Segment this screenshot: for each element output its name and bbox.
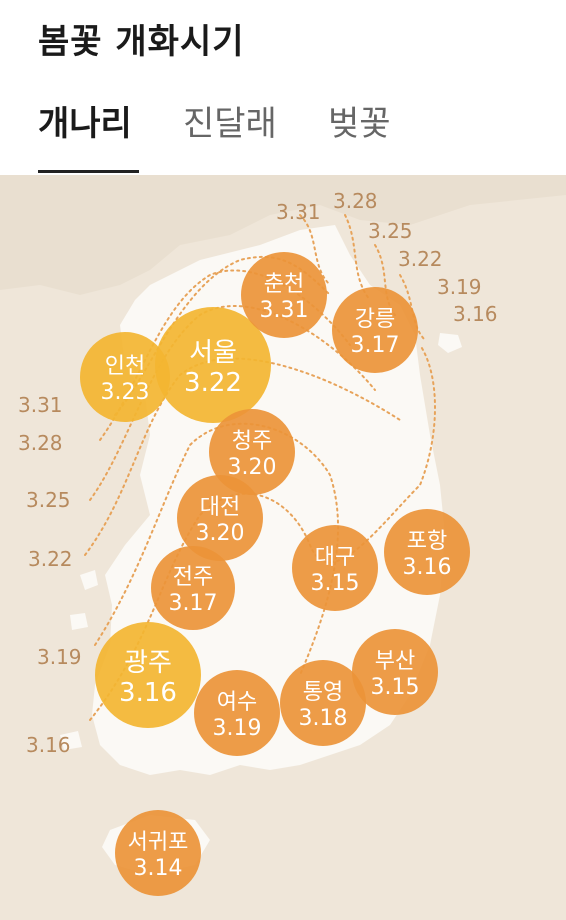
isoline-label: 3.22 [28, 547, 73, 571]
city-bubble [209, 409, 295, 495]
city-bubble [352, 629, 438, 715]
city-bubble [194, 670, 280, 756]
isoline-label: 3.28 [333, 189, 378, 213]
bloom-map: 3.31 3.28 3.25 3.22 3.19 3.16 3.31 3.28 3.25 3.22… [0, 175, 566, 920]
city-bloom-date: 3.14 [134, 856, 183, 881]
city-name: 서울 [189, 338, 237, 368]
isoline-label: 3.19 [437, 275, 482, 299]
city-marker: 청주3.20 [209, 409, 295, 495]
city-bloom-date: 3.31 [260, 298, 309, 323]
city-bubble [280, 660, 366, 746]
city-name: 대구 [315, 545, 355, 570]
city-name: 대전 [200, 495, 240, 520]
isoline-label: 3.25 [26, 488, 71, 512]
city-marker: 포항3.16 [384, 509, 470, 595]
city-bubble [332, 287, 418, 373]
city-bubble [95, 622, 201, 728]
city-bloom-date: 3.20 [196, 521, 245, 546]
city-marker: 광주3.16 [95, 622, 201, 728]
city-bubble [115, 810, 201, 896]
tab-azalea[interactable]: 진달래 [183, 104, 277, 144]
city-bubble [241, 252, 327, 338]
city-bubble [80, 332, 170, 422]
city-name: 전주 [173, 565, 213, 590]
city-bubble [384, 509, 470, 595]
isoline-label: 3.16 [453, 302, 498, 326]
isoline-labels: 3.31 3.28 3.25 3.22 3.19 3.16 3.31 3.28 3.25 3.22… [18, 189, 498, 757]
city-name: 통영 [303, 680, 343, 705]
isoline-label: 3.16 [26, 733, 71, 757]
city-marker: 서울3.22 [155, 307, 271, 423]
city-marker: 춘천3.31 [241, 252, 327, 338]
isoline [299, 214, 331, 286]
city-bloom-date: 3.19 [213, 716, 262, 741]
isoline-label: 3.19 [37, 645, 82, 669]
city-name: 부산 [375, 649, 415, 674]
city-name: 서귀포 [128, 830, 189, 855]
city-bloom-date: 3.20 [228, 455, 277, 480]
city-bubble [292, 525, 378, 611]
tab-forsythia[interactable]: 개나리 [38, 104, 132, 144]
city-bloom-date: 3.16 [403, 555, 452, 580]
city-name: 광주 [124, 648, 172, 678]
city-name: 청주 [232, 429, 272, 454]
city-marker: 강릉3.17 [332, 287, 418, 373]
active-tab-indicator [38, 170, 139, 173]
city-marker: 전주3.17 [151, 546, 235, 630]
map-svg: 3.31 3.28 3.25 3.22 3.19 3.16 3.31 3.28 3.25 3.22… [0, 175, 566, 896]
city-bubble [155, 307, 271, 423]
city-marker: 대구3.15 [292, 525, 378, 611]
city-name: 여수 [217, 690, 257, 715]
city-marker: 대전3.20 [177, 475, 263, 561]
city-bloom-date: 3.22 [184, 368, 242, 398]
city-bloom-date: 3.15 [311, 571, 360, 596]
ulleung-island [438, 333, 462, 353]
city-bubble [177, 475, 263, 561]
flower-tabs: 개나리 진달래 벚꽃 [0, 90, 566, 174]
city-name: 춘천 [264, 272, 304, 297]
city-marker: 인천3.23 [80, 332, 170, 422]
city-bloom-date: 3.15 [371, 675, 420, 700]
city-marker: 통영3.18 [280, 660, 366, 746]
isoline-label: 3.28 [18, 431, 63, 455]
city-marker: 부산3.15 [352, 629, 438, 715]
isoline-label: 3.22 [398, 247, 443, 271]
city-bloom-date: 3.18 [299, 706, 348, 731]
page-title: 봄꽃 개화시기 [38, 22, 245, 62]
isoline-label: 3.31 [276, 200, 321, 224]
north-land-shape [0, 175, 566, 295]
city-bloom-date: 3.17 [169, 591, 218, 616]
tab-cherry-blossom[interactable]: 벚꽃 [328, 104, 391, 144]
city-name: 강릉 [355, 307, 395, 332]
city-marker: 여수3.19 [194, 670, 280, 756]
city-name: 인천 [105, 354, 145, 379]
city-bloom-date: 3.17 [351, 333, 400, 358]
isoline-label: 3.31 [18, 393, 63, 417]
isoline-label: 3.25 [368, 219, 413, 243]
city-bloom-date: 3.23 [101, 380, 150, 405]
city-bloom-date: 3.16 [119, 678, 177, 708]
city-name: 포항 [407, 529, 447, 554]
city-bubble [151, 546, 235, 630]
